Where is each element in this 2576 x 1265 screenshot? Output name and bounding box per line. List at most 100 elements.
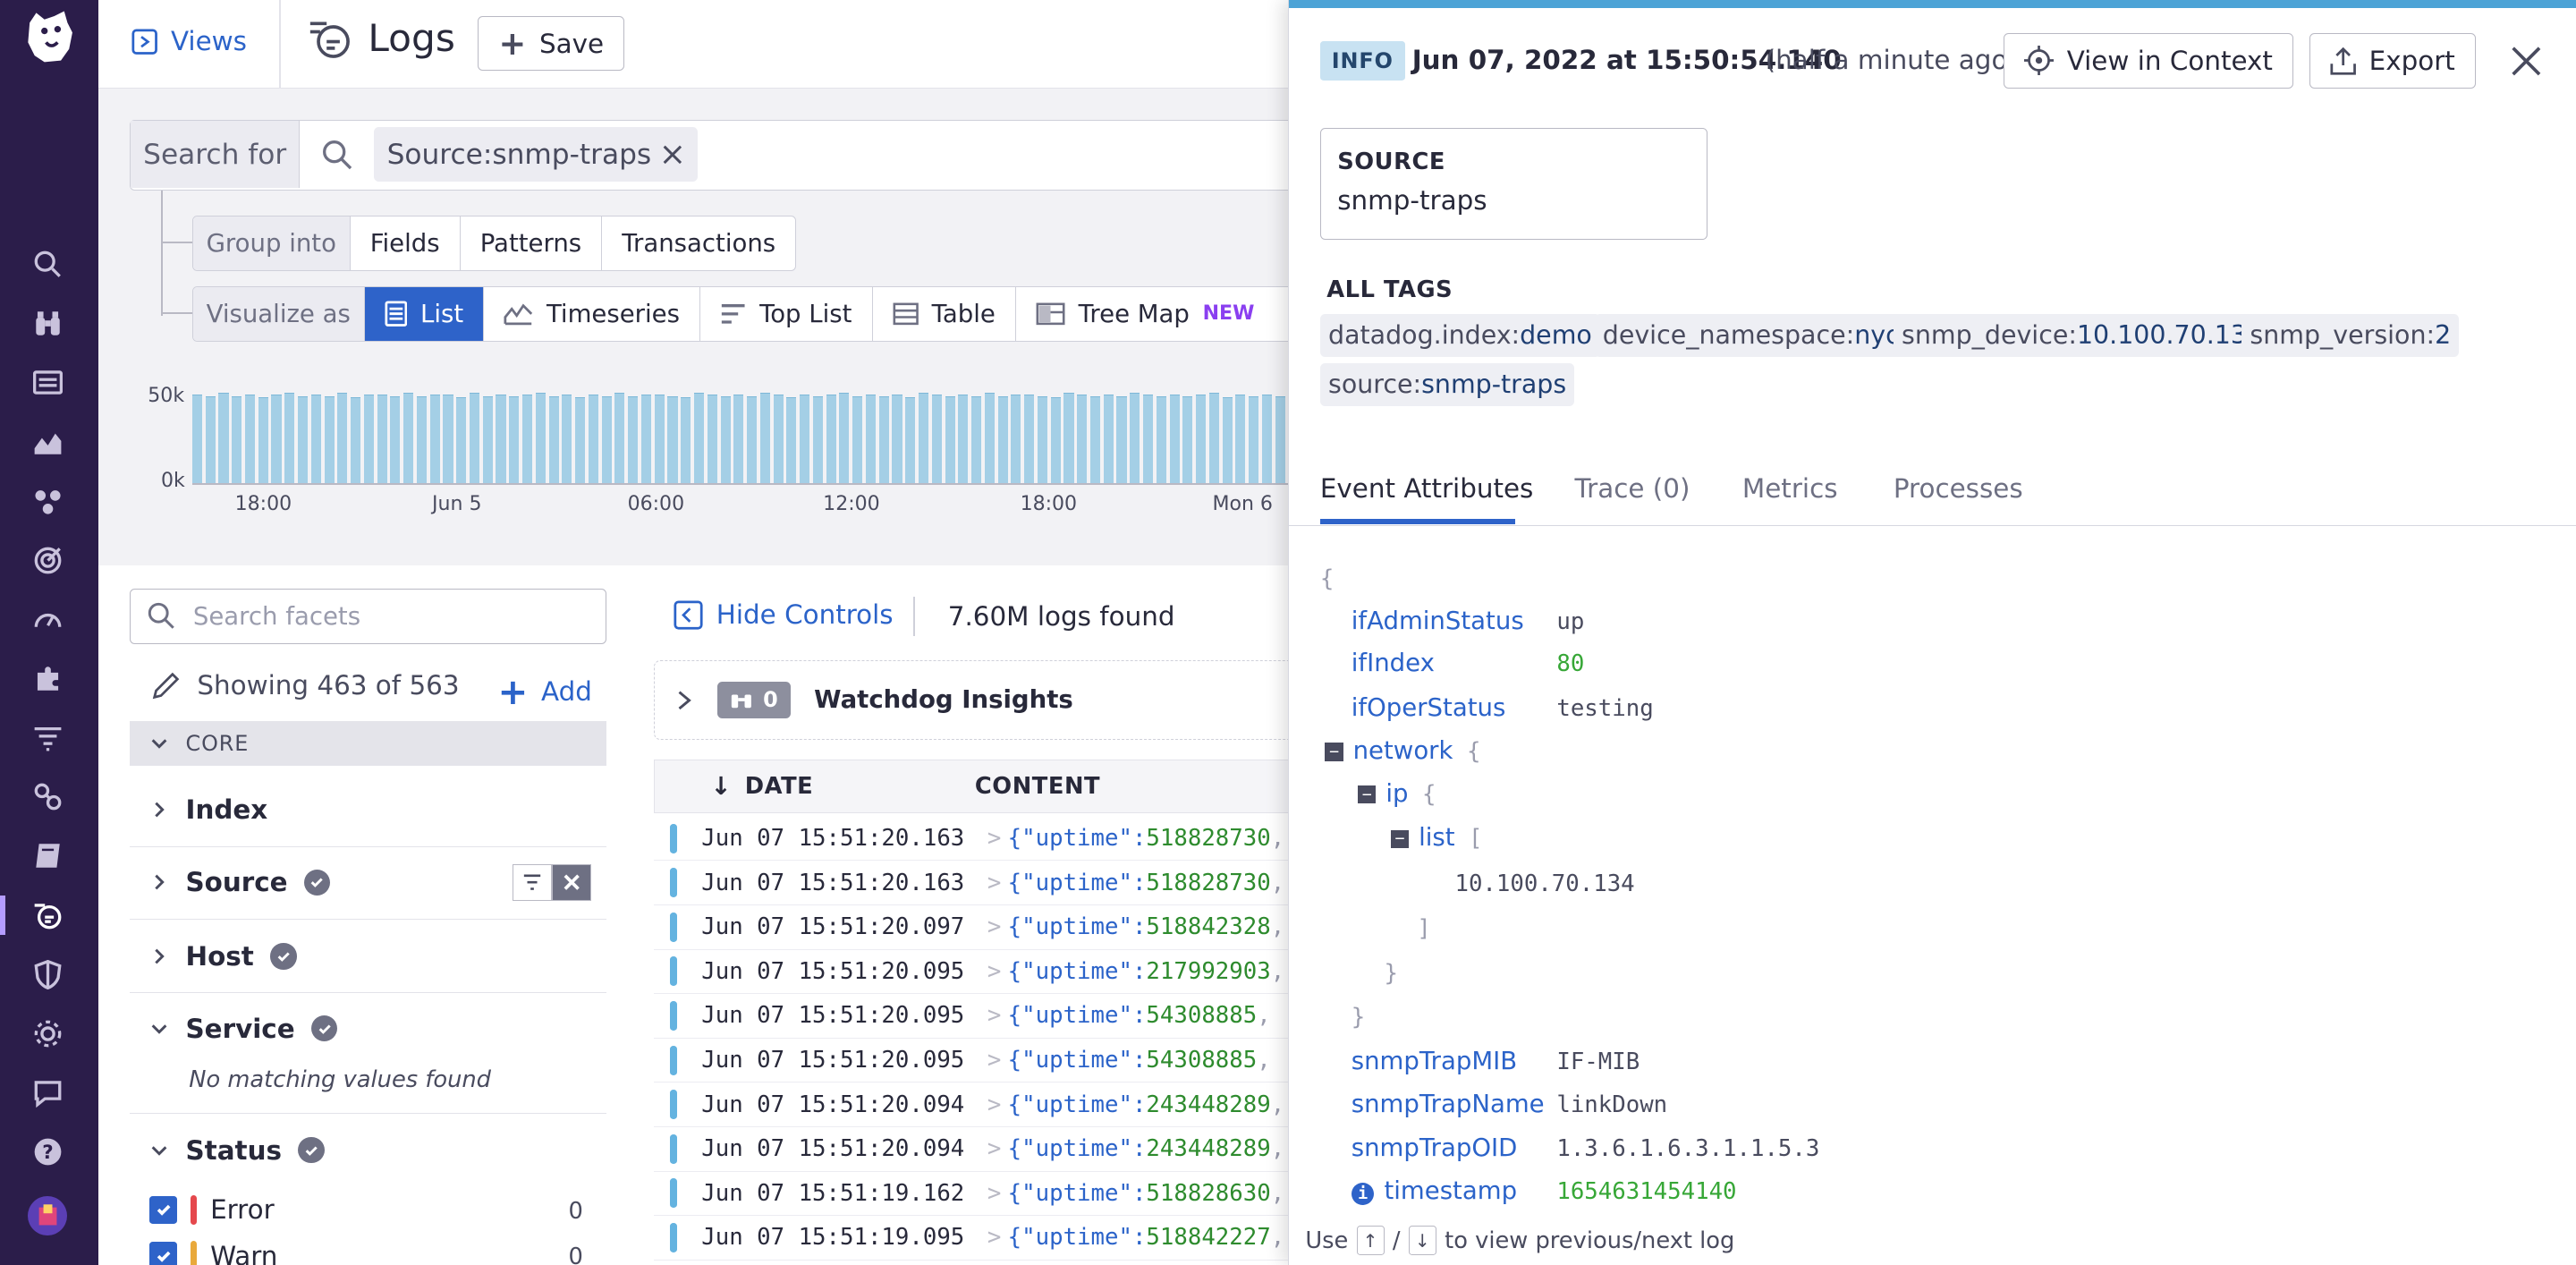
status-error-checkbox[interactable]: Error	[149, 1194, 275, 1225]
histogram-bar[interactable]	[800, 394, 810, 483]
attr-row[interactable]: ifOperStatus	[1352, 693, 1506, 722]
histogram-bar[interactable]	[588, 394, 598, 483]
histogram-bar[interactable]	[535, 392, 546, 483]
list-node[interactable]: − list [	[1390, 823, 1482, 852]
histogram-bar[interactable]	[509, 395, 520, 483]
histogram-bar[interactable]	[337, 392, 348, 483]
histogram-bar[interactable]	[1156, 395, 1166, 483]
histogram-bar[interactable]	[1063, 392, 1074, 483]
group-transactions-option[interactable]: Transactions	[622, 228, 776, 258]
filter-icon[interactable]	[513, 864, 553, 901]
histogram-bar[interactable]	[654, 394, 665, 483]
table-row[interactable]: Jun 07 15:51:20.097 > {"uptime":518842328,	[654, 905, 1298, 950]
visualize-table-option[interactable]: Table	[873, 286, 1016, 342]
histogram-bar[interactable]	[852, 395, 863, 483]
content-column-header[interactable]: CONTENT	[974, 772, 1101, 800]
watchdog-insights-bar[interactable]: 0 Watchdog Insights	[654, 660, 1298, 740]
attr-row[interactable]: snmpTrapMIB	[1352, 1047, 1517, 1075]
table-row[interactable]: Jun 07 15:51:20.163 > {"uptime":518828730,	[654, 861, 1298, 905]
status-warn-checkbox[interactable]: Warn	[149, 1241, 277, 1265]
histogram-bar[interactable]	[218, 392, 229, 483]
histogram-bar[interactable]	[1275, 395, 1285, 483]
link-icon[interactable]	[28, 777, 67, 817]
attr-value[interactable]: testing	[1556, 694, 1654, 722]
histogram-bar[interactable]	[759, 392, 770, 483]
histogram-bar[interactable]	[667, 395, 678, 483]
views-link[interactable]: Views	[131, 26, 247, 56]
visualize-toplist-option[interactable]: Top List	[700, 286, 873, 342]
facet-source[interactable]: Source	[130, 846, 606, 920]
tag-chip[interactable]: snmp_version: 2	[2241, 313, 2460, 357]
facet-search-input[interactable]: Search facets	[130, 588, 606, 644]
export-button[interactable]: Export	[2309, 32, 2476, 89]
histogram-bar[interactable]	[191, 394, 202, 483]
tab-event-attributes[interactable]: Event Attributes	[1319, 472, 1534, 504]
attr-row[interactable]: ifAdminStatus	[1352, 607, 1524, 635]
histogram-bar[interactable]	[905, 397, 916, 483]
query-pill[interactable]: Source:snmp-traps	[373, 127, 698, 183]
collapse-icon[interactable]: −	[1325, 743, 1343, 761]
add-facet-button[interactable]: + Add	[498, 670, 592, 713]
visualize-timeseries-option[interactable]: Timeseries	[484, 286, 700, 342]
histogram-bar[interactable]	[469, 392, 480, 483]
facet-status[interactable]: Status	[130, 1114, 606, 1186]
histogram-bar[interactable]	[310, 394, 321, 483]
network-node[interactable]: − network {	[1325, 736, 1480, 765]
attr-row[interactable]: i timestamp	[1351, 1176, 1517, 1206]
histogram-bar[interactable]	[403, 392, 414, 483]
table-row[interactable]: Jun 07 15:51:19.095 > {"uptime":518842227,	[654, 1216, 1298, 1261]
histogram-bar[interactable]	[865, 394, 877, 483]
histogram-bar[interactable]	[1089, 395, 1101, 483]
info-icon[interactable]: i	[1351, 1182, 1375, 1206]
histogram-bar[interactable]	[562, 394, 572, 483]
shield-icon[interactable]	[28, 955, 67, 994]
histogram-bar[interactable]	[1208, 392, 1219, 483]
histogram-bar[interactable]	[1103, 394, 1114, 483]
histogram-bar[interactable]	[958, 394, 969, 483]
view-in-context-button[interactable]: View in Context	[2003, 32, 2293, 89]
histogram-bar[interactable]	[747, 395, 758, 483]
attr-value[interactable]: 80	[1556, 650, 1585, 678]
histogram-bar[interactable]	[298, 395, 309, 483]
histogram-bar[interactable]	[707, 394, 717, 483]
histogram-bar[interactable]	[693, 392, 705, 483]
histogram-bar[interactable]	[614, 392, 625, 483]
chat-icon[interactable]	[28, 1073, 67, 1112]
histogram-bar[interactable]	[575, 397, 586, 483]
histogram-bar[interactable]	[232, 395, 242, 483]
histogram-bar[interactable]	[839, 392, 850, 483]
histogram-bar[interactable]	[1182, 395, 1193, 483]
filter-icon[interactable]	[28, 718, 67, 758]
histogram-bar[interactable]	[826, 394, 836, 483]
sort-desc-icon[interactable]: ↓	[710, 771, 733, 801]
histogram-bar[interactable]	[1261, 394, 1272, 483]
histogram-bar[interactable]	[720, 395, 731, 483]
attr-row[interactable]: snmpTrapOID	[1352, 1133, 1518, 1162]
search-icon[interactable]	[28, 245, 67, 284]
attr-value[interactable]: up	[1556, 607, 1585, 635]
table-row[interactable]: Jun 07 15:51:20.095 > {"uptime":54308885,	[654, 994, 1298, 1039]
histogram-bar[interactable]	[390, 395, 401, 483]
histogram-bar[interactable]	[931, 394, 942, 483]
attr-value[interactable]: IF-MIB	[1556, 1048, 1640, 1075]
search-bar[interactable]: Search for Source:snmp-traps	[130, 120, 1298, 191]
help-icon[interactable]: ?	[28, 1132, 67, 1171]
histogram-bar[interactable]	[1143, 394, 1154, 483]
histogram-bar[interactable]	[548, 395, 559, 483]
group-fields-option[interactable]: Fields	[351, 216, 461, 271]
histogram-bar[interactable]	[416, 395, 427, 483]
table-row[interactable]: Jun 07 15:51:20.095 > {"uptime":217992903,	[654, 949, 1298, 995]
facet-service[interactable]: Service	[130, 992, 606, 1115]
hide-controls-button[interactable]: Hide Controls	[674, 599, 894, 630]
histogram-bar[interactable]	[1011, 394, 1021, 483]
book-icon[interactable]	[28, 836, 67, 876]
histogram-bar[interactable]	[1037, 395, 1047, 483]
histogram-bar[interactable]	[1077, 394, 1088, 483]
core-section-header[interactable]: CORE	[130, 721, 606, 766]
histogram-bar[interactable]	[773, 394, 784, 483]
tag-chip[interactable]: datadog.index: demo	[1319, 313, 1600, 357]
histogram-bar[interactable]	[324, 395, 335, 483]
binoculars-icon[interactable]	[28, 304, 67, 344]
close-icon[interactable]	[552, 864, 592, 901]
logs-icon[interactable]	[0, 896, 67, 936]
